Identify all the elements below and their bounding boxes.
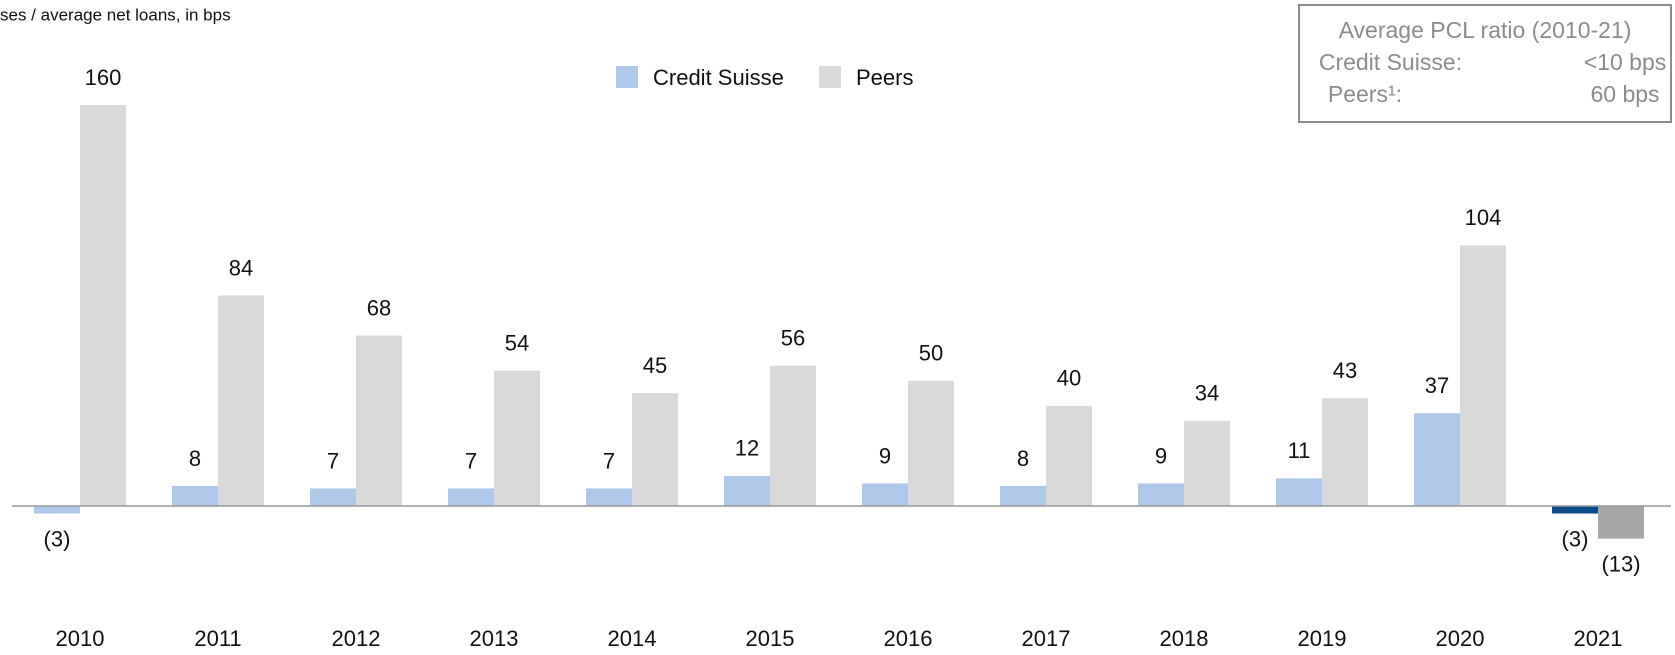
data-label: 37 <box>1425 373 1449 398</box>
bar <box>1322 398 1368 506</box>
bar <box>494 370 540 506</box>
data-label: (3) <box>44 526 71 551</box>
annotation-frame <box>1298 4 1672 123</box>
x-tick-label: 2015 <box>746 626 795 651</box>
bar <box>1598 506 1644 539</box>
data-label: 84 <box>229 255 253 280</box>
x-tick-label: 2020 <box>1436 626 1485 651</box>
bar <box>1000 485 1046 506</box>
x-tick-label: 2019 <box>1298 626 1347 651</box>
x-tick-label: 2011 <box>194 626 241 651</box>
data-label: 50 <box>919 341 943 366</box>
data-label: 12 <box>735 436 759 461</box>
data-label: (13) <box>1601 551 1640 576</box>
x-tick-label: 2018 <box>1160 626 1209 651</box>
x-tick-label: 2014 <box>608 626 657 651</box>
bar <box>218 295 264 506</box>
legend-label: Peers <box>856 65 913 90</box>
x-tick-label: 2010 <box>56 626 105 651</box>
x-tick-label: 2017 <box>1022 626 1071 651</box>
bar <box>34 506 80 514</box>
bar <box>172 485 218 506</box>
annotation-label: Credit Suisse: <box>1319 49 1462 75</box>
bar <box>586 488 632 506</box>
annotation-label: Peers¹: <box>1328 81 1402 107</box>
bar <box>632 393 678 506</box>
bar <box>724 475 770 506</box>
bar <box>1138 483 1184 506</box>
data-label: 11 <box>1288 438 1311 463</box>
bar <box>1276 478 1322 506</box>
data-label: 54 <box>505 330 529 355</box>
bar <box>80 105 126 506</box>
bar <box>908 380 954 506</box>
data-label: 7 <box>603 448 615 473</box>
bar <box>448 488 494 506</box>
legend-swatch <box>616 66 638 88</box>
x-tick-label: 2012 <box>332 626 381 651</box>
legend-swatch <box>819 66 841 88</box>
data-label: 9 <box>1155 443 1167 468</box>
bar <box>1414 413 1460 506</box>
bar <box>1184 420 1230 506</box>
data-label: 40 <box>1057 366 1081 391</box>
chart-title: ses / average net loans, in bps <box>0 5 231 24</box>
x-tick-label: 2016 <box>884 626 933 651</box>
data-label: 43 <box>1333 358 1357 383</box>
x-tick-label: 2021 <box>1574 626 1623 651</box>
annotation-value: 60 bps <box>1590 81 1659 107</box>
bar <box>862 483 908 506</box>
data-label: 160 <box>85 65 122 90</box>
bar <box>770 365 816 506</box>
data-label: 68 <box>367 295 391 320</box>
data-label: (3) <box>1562 526 1589 551</box>
data-label: 56 <box>781 325 805 350</box>
annotation-value: <10 bps <box>1584 49 1667 75</box>
data-label: 104 <box>1465 205 1502 230</box>
data-label: 7 <box>465 448 477 473</box>
data-label: 34 <box>1195 381 1219 406</box>
data-label: 7 <box>327 448 339 473</box>
annotation-box: Average PCL ratio (2010-21) Credit Suiss… <box>1298 4 1672 123</box>
bar <box>1460 245 1506 506</box>
x-tick-label: 2013 <box>470 626 519 651</box>
data-label: 8 <box>189 446 201 471</box>
data-label: 8 <box>1017 446 1029 471</box>
bar <box>310 488 356 506</box>
data-label: 45 <box>643 353 667 378</box>
legend-label: Credit Suisse <box>653 65 784 90</box>
bar <box>1552 506 1598 514</box>
bar <box>1046 405 1092 506</box>
bar <box>356 335 402 506</box>
annotation-title: Average PCL ratio (2010-21) <box>1339 17 1632 43</box>
data-label: 9 <box>879 443 891 468</box>
